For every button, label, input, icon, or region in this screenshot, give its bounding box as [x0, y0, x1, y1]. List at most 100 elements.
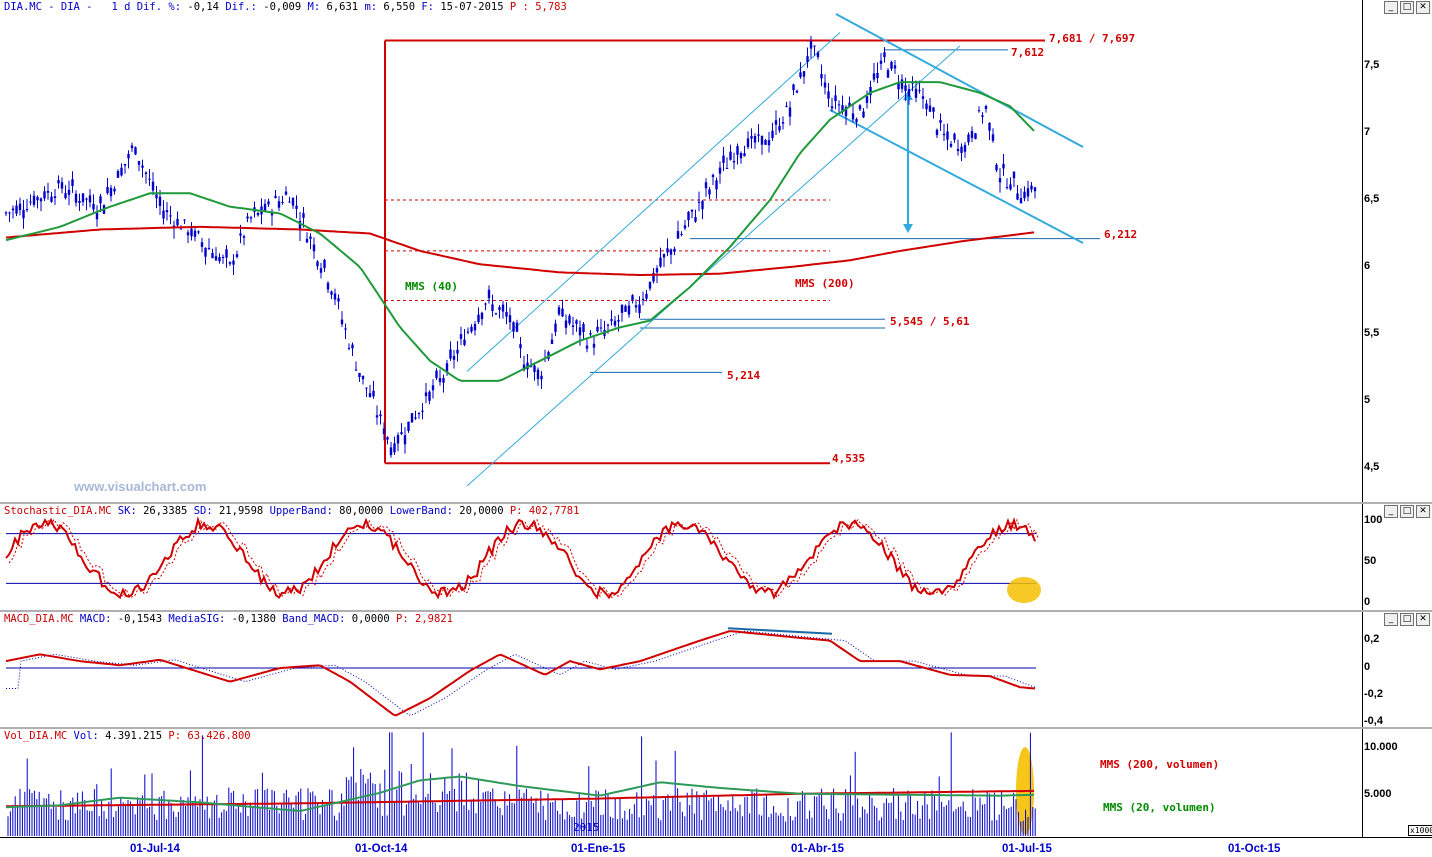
candle-body	[228, 262, 232, 264]
candle-body	[830, 106, 834, 109]
volume-plot[interactable]	[0, 729, 1432, 837]
candle-body	[60, 182, 64, 189]
candle-body	[585, 345, 589, 349]
candle-body	[95, 212, 99, 220]
candle-body	[169, 215, 172, 217]
panel-divider[interactable]	[0, 610, 1432, 612]
vol-name: Vol_DIA.MC	[4, 730, 68, 742]
restore-button[interactable]: □	[1400, 1, 1414, 14]
restore-button[interactable]: □	[1400, 613, 1414, 626]
candle-body	[1033, 187, 1037, 192]
candle-body	[568, 315, 571, 324]
candle-body	[393, 443, 396, 453]
candle-body	[414, 417, 417, 419]
macd-tick: -0,2	[1364, 688, 1383, 700]
x-label: 01-Jul-14	[130, 843, 180, 855]
candle-body	[141, 165, 144, 168]
restore-button[interactable]: □	[1400, 505, 1414, 518]
candle-body	[578, 327, 582, 336]
macd-plot[interactable]	[0, 612, 1432, 727]
candle-body	[841, 105, 844, 112]
candle-body	[995, 164, 998, 171]
minimize-button[interactable]: _	[1384, 1, 1398, 14]
minimize-button[interactable]: _	[1384, 613, 1398, 626]
candle-body	[109, 187, 113, 197]
close-button[interactable]: ✕	[1416, 505, 1430, 518]
year-marker: 2015	[573, 821, 600, 834]
price-panel: DIA.MC - DIA - 1 d Dif. %: -0,14 Dif.: -…	[0, 0, 1432, 502]
candle-body	[998, 178, 1002, 183]
candle-body	[547, 351, 550, 359]
stochastic-plot[interactable]	[0, 504, 1432, 610]
candle-body	[50, 196, 53, 202]
candle-body	[347, 347, 351, 349]
candle-body	[270, 212, 274, 216]
candle-body	[25, 209, 29, 211]
candle-body	[711, 174, 715, 177]
candle-body	[1026, 188, 1030, 197]
candle-body	[15, 205, 18, 214]
close-button[interactable]: ✕	[1416, 613, 1430, 626]
candle-body	[4, 212, 8, 214]
mms40-line	[5, 81, 1035, 382]
candle-body	[452, 355, 456, 360]
candle-body	[148, 178, 151, 180]
candle-body	[494, 313, 498, 315]
candle-body	[764, 139, 767, 145]
candle-body	[8, 212, 11, 214]
panel-divider[interactable]	[0, 502, 1432, 504]
price-plot[interactable]	[0, 0, 1432, 502]
candle-body	[767, 140, 771, 146]
candle-body	[151, 181, 155, 191]
candle-body	[130, 145, 134, 149]
resistance-label-2: 7,612	[1011, 46, 1045, 59]
candle-body	[837, 104, 841, 106]
candle-body	[74, 193, 78, 203]
candle-body	[403, 435, 407, 445]
candle-body	[953, 133, 956, 140]
candle-body	[792, 84, 795, 91]
watermark: www.visualchart.com	[74, 479, 207, 494]
candle-body	[484, 303, 487, 305]
candle-body	[361, 375, 365, 380]
close-button[interactable]: ✕	[1416, 1, 1430, 14]
candle-body	[316, 261, 319, 267]
candle-body	[39, 198, 43, 202]
candle-body	[498, 307, 501, 310]
sd-key: SD:	[193, 505, 213, 517]
candle-body	[596, 326, 599, 332]
dif-value: -0,009	[263, 1, 302, 13]
panel-divider[interactable]	[0, 727, 1432, 729]
minimize-button[interactable]: _	[1384, 505, 1398, 518]
candle-body	[207, 247, 211, 249]
candle-body	[921, 96, 925, 99]
candle-body	[470, 326, 473, 332]
candle-body	[785, 105, 788, 107]
date-value: 15-07-2015	[440, 1, 504, 13]
x-label: 01-Ene-15	[571, 843, 626, 855]
candle-body	[449, 349, 452, 359]
price-header: DIA.MC - DIA - 1 d Dif. %: -0,14 Dif.: -…	[4, 1, 567, 13]
difpct-key: Dif. %:	[136, 1, 182, 13]
candle-body	[295, 205, 298, 209]
resistance-label-top: 7,681 / 7,697	[1049, 32, 1136, 45]
candle-body	[1005, 187, 1009, 189]
candle-body	[165, 210, 169, 213]
stochastic-header: Stochastic_DIA.MC SK: 26,3385 SD: 21,959…	[4, 505, 579, 517]
candle-body	[592, 343, 596, 348]
price-tick: 7,5	[1364, 59, 1380, 71]
candle-body	[939, 120, 942, 123]
candle-body	[263, 204, 267, 211]
candle-body	[382, 428, 386, 435]
candle-body	[662, 254, 666, 258]
candle-body	[183, 219, 186, 221]
candle-body	[641, 298, 645, 300]
candle-body	[872, 73, 876, 80]
vol-mms20-line	[5, 775, 1035, 812]
price-tick: 5	[1364, 394, 1371, 406]
candle-body	[606, 324, 610, 326]
band-key: Band_MACD:	[282, 613, 346, 625]
candle-body	[526, 362, 529, 370]
vol-p-value: 63.426.800	[187, 730, 251, 742]
